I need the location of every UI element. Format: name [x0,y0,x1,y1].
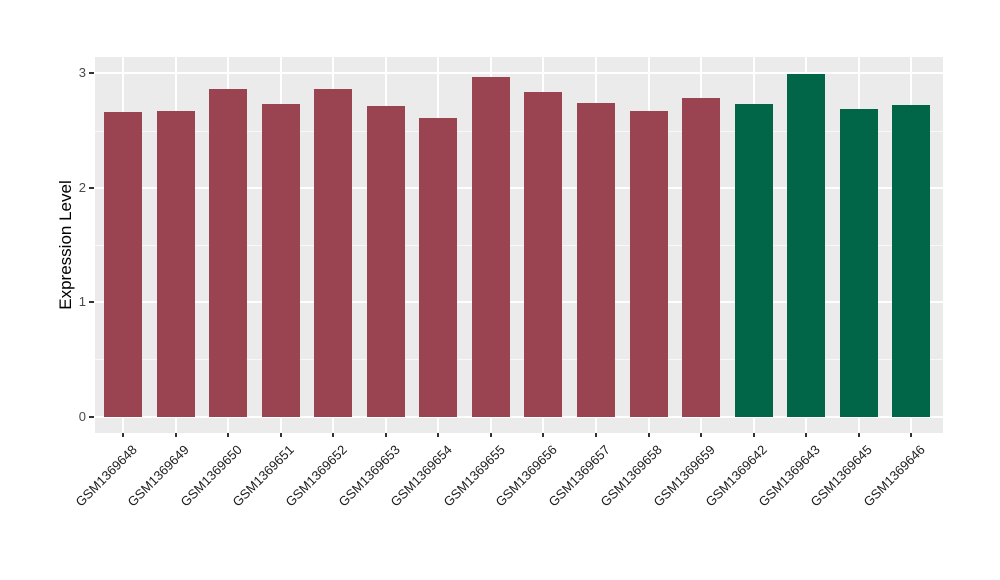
bar-GSM1369643 [787,74,826,417]
x-tick-mark [174,433,177,437]
bar-GSM1369658 [629,111,668,417]
bar-GSM1369650 [209,89,248,417]
y-axis-title: Expression Level [56,180,75,310]
bar-GSM1369648 [104,112,142,417]
bar-GSM1369657 [576,103,615,417]
y-tick-label: 0 [78,408,86,424]
x-tick-mark [542,433,545,437]
x-tick-mark [752,433,755,437]
bar-GSM1369646 [892,105,931,417]
x-tick-mark [437,433,440,437]
x-tick-mark [700,433,703,437]
bar-GSM1369655 [471,76,510,417]
bar-GSM1369645 [839,108,878,417]
y-tick-label: 3 [78,65,86,81]
x-tick-mark [857,433,860,437]
gridline-minor [95,130,943,132]
x-tick-mark [384,433,387,437]
x-tick-mark [227,433,230,437]
gridline-major [95,415,943,418]
plot-panel [95,57,943,433]
gridline-minor [95,244,943,246]
bar-GSM1369652 [314,89,353,417]
y-tick-mark [89,415,94,418]
x-tick-mark [805,433,808,437]
x-tick-mark [332,433,335,437]
gridline-major [95,301,943,304]
y-tick-mark [89,186,94,189]
bar-GSM1369653 [366,106,405,417]
x-tick-mark [122,433,124,437]
x-tick-mark [594,433,597,437]
x-tick-mark [647,433,650,437]
y-tick-mark [89,72,94,75]
bar-GSM1369642 [734,104,773,417]
gridline-major [95,72,943,75]
bar-GSM1369656 [524,91,563,417]
bar-GSM1369649 [156,111,195,417]
gridline-minor [95,359,943,361]
bar-GSM1369651 [261,104,300,417]
y-tick-label: 2 [78,179,86,195]
x-tick-mark [489,433,492,437]
bar-GSM1369659 [682,98,721,417]
x-tick-mark [279,433,282,437]
y-tick-label: 1 [78,294,86,310]
y-tick-mark [89,301,94,304]
bar-GSM1369654 [419,117,458,417]
x-tick-mark [910,433,913,437]
gridline-major [95,186,943,189]
